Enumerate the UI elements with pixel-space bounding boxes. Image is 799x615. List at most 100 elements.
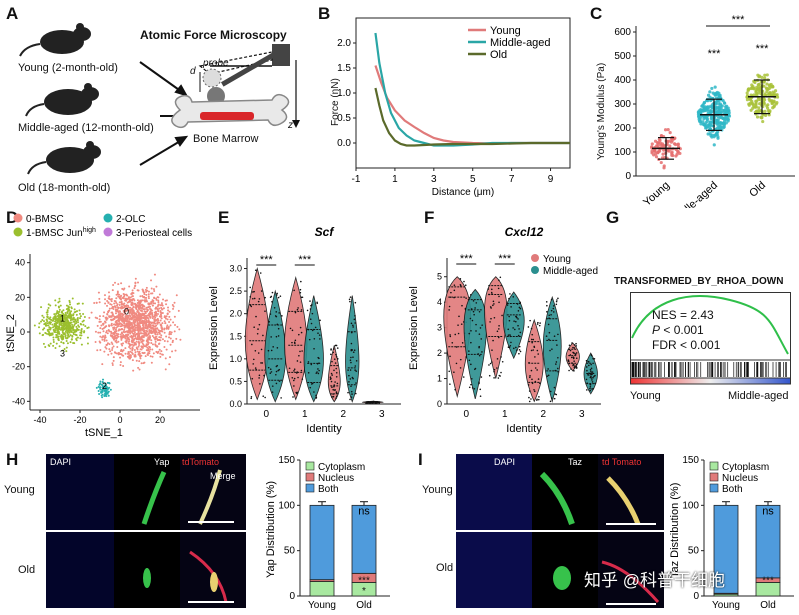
cell-point bbox=[470, 308, 473, 310]
cell-point bbox=[77, 328, 80, 331]
data-point bbox=[650, 142, 654, 146]
cell-point bbox=[75, 313, 78, 316]
cell-point bbox=[506, 304, 509, 306]
cell-point bbox=[144, 331, 147, 334]
cell-point bbox=[70, 310, 73, 313]
cell-point bbox=[294, 342, 296, 345]
cell-point bbox=[66, 336, 69, 339]
cell-point bbox=[113, 302, 116, 305]
cell-point bbox=[171, 303, 174, 306]
violin-points bbox=[585, 354, 597, 392]
cell-point bbox=[349, 369, 352, 371]
cell-point bbox=[121, 354, 124, 357]
cell-point bbox=[335, 391, 338, 393]
cell-point bbox=[98, 320, 101, 323]
legend-dot bbox=[531, 254, 539, 262]
cell-point bbox=[539, 322, 541, 324]
cell-point bbox=[117, 333, 120, 336]
cell-point bbox=[453, 371, 455, 374]
cell-point bbox=[67, 315, 70, 318]
cell-point bbox=[103, 350, 106, 353]
data-point bbox=[755, 92, 759, 96]
cell-point bbox=[116, 322, 119, 325]
cell-point bbox=[330, 377, 332, 380]
cell-point bbox=[336, 358, 339, 360]
cell-point bbox=[147, 293, 150, 296]
cell-point bbox=[80, 328, 83, 331]
cell-point bbox=[158, 307, 161, 310]
y-tick-label: 50 bbox=[284, 546, 296, 557]
cell-point bbox=[537, 378, 540, 380]
category-label: Old bbox=[760, 600, 776, 611]
cell-point bbox=[97, 291, 100, 294]
cell-point bbox=[591, 371, 594, 373]
cell-point bbox=[126, 335, 129, 338]
legend-dot bbox=[103, 213, 113, 223]
cell-point bbox=[153, 290, 156, 293]
cell-point bbox=[112, 338, 115, 341]
cell-point bbox=[144, 296, 147, 299]
cell-point bbox=[125, 309, 128, 312]
cell-point bbox=[257, 300, 260, 303]
category-label: 1 bbox=[302, 409, 308, 420]
cell-point bbox=[459, 278, 462, 280]
cell-point bbox=[151, 343, 154, 346]
cell-point bbox=[63, 347, 66, 350]
cell-point bbox=[105, 331, 108, 334]
cell-point bbox=[167, 327, 170, 330]
cell-point bbox=[103, 338, 106, 341]
cell-point bbox=[306, 309, 309, 312]
y-tick-label: 0.5 bbox=[229, 376, 242, 386]
cell-point bbox=[519, 307, 522, 310]
cell-point bbox=[134, 285, 137, 288]
cell-point bbox=[115, 301, 118, 304]
cell-point bbox=[124, 319, 127, 322]
cell-point bbox=[38, 326, 41, 329]
cell-point bbox=[309, 300, 311, 302]
cell-point bbox=[134, 281, 137, 284]
cell-point bbox=[141, 322, 144, 325]
cell-point bbox=[152, 352, 155, 355]
cell-point bbox=[154, 310, 157, 313]
data-point bbox=[710, 105, 715, 109]
y-tick-label: -40 bbox=[12, 396, 25, 406]
cell-point bbox=[300, 296, 303, 299]
cell-point bbox=[136, 299, 139, 302]
data-point bbox=[724, 107, 728, 111]
cell-point bbox=[155, 350, 158, 353]
cell-point bbox=[349, 398, 351, 401]
cell-point bbox=[121, 328, 124, 331]
data-point bbox=[745, 91, 749, 95]
cell-point bbox=[120, 307, 123, 310]
violin-points bbox=[567, 342, 578, 372]
cell-point bbox=[589, 368, 592, 371]
cell-point bbox=[147, 337, 150, 340]
gsea-right-label: Middle-aged bbox=[728, 390, 789, 402]
cell-point bbox=[557, 356, 559, 359]
cell-point bbox=[165, 335, 168, 338]
cell-point bbox=[259, 272, 262, 274]
violin-shape bbox=[463, 288, 487, 400]
cell-point bbox=[530, 338, 533, 341]
cell-point bbox=[173, 315, 176, 318]
cell-point bbox=[568, 369, 570, 372]
x-tick-label: 7 bbox=[509, 174, 515, 185]
cell-point bbox=[118, 301, 121, 304]
cell-point bbox=[169, 333, 172, 336]
cell-point bbox=[112, 284, 115, 287]
panel-a-letter: A bbox=[6, 4, 19, 23]
cell-point bbox=[172, 307, 175, 310]
cell-point bbox=[508, 315, 510, 318]
cell-point bbox=[117, 314, 120, 317]
cell-point bbox=[536, 349, 539, 352]
data-point bbox=[761, 113, 765, 117]
cell-point bbox=[591, 388, 593, 390]
data-point bbox=[722, 122, 726, 126]
cell-point bbox=[557, 333, 559, 336]
cell-point bbox=[46, 313, 49, 316]
cell-point bbox=[350, 361, 352, 364]
cell-point bbox=[45, 323, 48, 326]
cell-point bbox=[301, 350, 303, 352]
cell-point bbox=[548, 331, 551, 334]
